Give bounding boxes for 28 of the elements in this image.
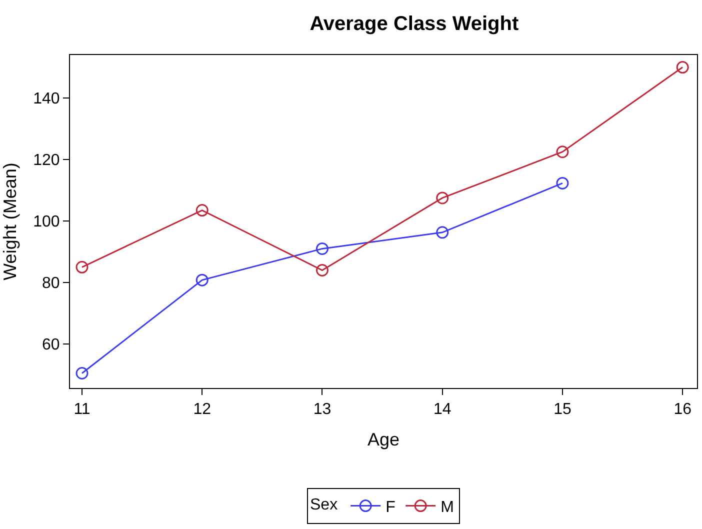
x-tick-label: 11 (74, 401, 90, 418)
legend-title: Sex (310, 496, 338, 514)
y-tick-label: 120 (33, 152, 60, 170)
point (316, 242, 328, 255)
chart-title: Average Class Weight (310, 12, 519, 35)
y-axis-title: Weight (Mean) (0, 162, 20, 280)
point (76, 366, 88, 380)
x-tick-label: 15 (554, 401, 572, 418)
point (196, 204, 208, 217)
y-tick-label: 80 (42, 275, 60, 292)
y-tick-label: 60 (42, 336, 60, 354)
point (556, 146, 569, 158)
point (316, 264, 328, 276)
point (76, 260, 88, 274)
x-tick-label: 13 (313, 401, 332, 418)
legend-label: F (386, 499, 396, 516)
point (436, 226, 449, 239)
point (436, 192, 449, 204)
y-tick-label: 140 (33, 90, 60, 108)
point (196, 274, 208, 286)
point (556, 176, 569, 190)
x-tick-label: 14 (433, 401, 452, 418)
point (676, 61, 689, 74)
x-tick-label: 12 (193, 401, 212, 418)
x-tick-label: 16 (674, 401, 692, 418)
x-axis-title: Age (367, 429, 400, 450)
legend-label: M (440, 499, 454, 516)
y-tick-label: 100 (33, 214, 60, 231)
